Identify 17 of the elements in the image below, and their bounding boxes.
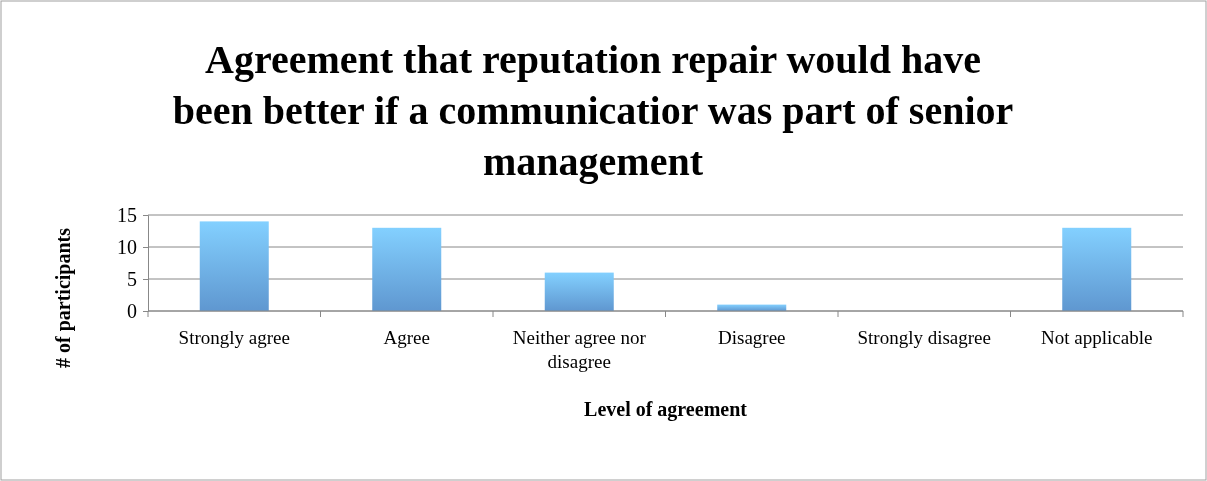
x-tick-label: Neither agree nor disagree (512, 327, 647, 372)
x-tick-label: Disagree (717, 327, 786, 348)
x-tick-label: Agree (383, 327, 430, 348)
y-tick-label: 10 (117, 235, 137, 258)
y-tick-label: 0 (127, 299, 137, 322)
x-tick-label: Strongly disagree (857, 327, 992, 348)
bar (544, 272, 614, 311)
bar (372, 227, 442, 311)
x-tick-label: Strongly agree (178, 327, 290, 348)
chart-title: Agreement that reputation repair would have been better if a communicatior was part of senior management (172, 37, 1014, 184)
x-axis-title: Level of agreement (584, 398, 748, 421)
bar (199, 221, 269, 311)
y-tick-label: 5 (127, 267, 137, 290)
y-axis-title: # of participants (52, 227, 75, 368)
y-tick-label: 15 (117, 203, 137, 226)
bar (1062, 227, 1132, 311)
x-tick-label: Not applicable (1041, 327, 1153, 348)
